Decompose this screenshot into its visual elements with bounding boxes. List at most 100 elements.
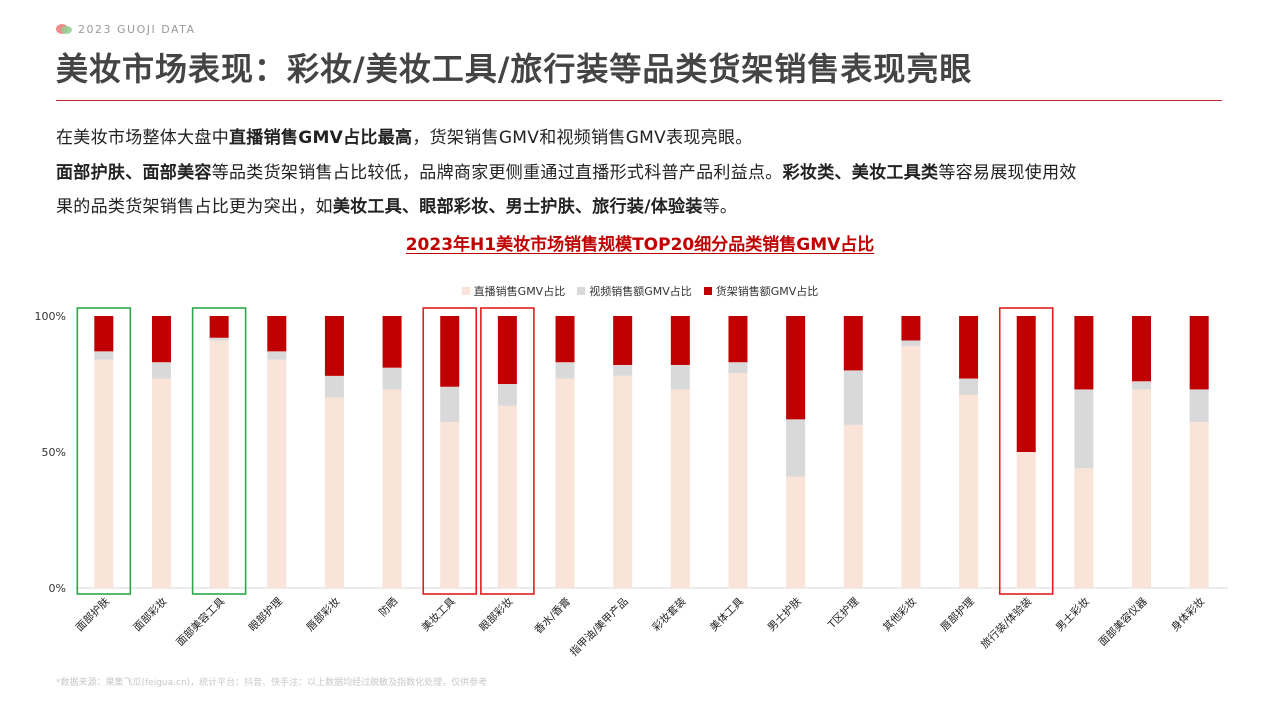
legend-item-video: 视频销售额GMV占比	[577, 283, 692, 299]
x-tick-label: 旅行装/体验装	[978, 595, 1035, 652]
x-tick-label: 男士彩妆	[1053, 595, 1092, 634]
p1-text-bold: 直播销售GMV占比最高	[229, 128, 413, 148]
bar-segment-live	[324, 397, 344, 588]
brand-logo-icon	[56, 23, 72, 35]
paragraph-3: 果的品类货架销售占比更为突出，如美妆工具、眼部彩妆、男士护肤、旅行装/体验装等。	[56, 192, 737, 217]
source-note: *数据来源：果集飞瓜(feigua.cn)，统计平台：抖音、快手注：以上数据均经…	[56, 678, 488, 688]
x-tick-label: 指甲油/美甲产品	[567, 595, 631, 659]
bar-segment-shelf	[901, 316, 921, 341]
brand-header: 2023 GUOJI DATA	[56, 20, 196, 38]
legend-swatch-live	[461, 287, 470, 295]
x-tick-label: 彩妆套装	[650, 595, 689, 634]
p2-text-b: 等品类货架销售占比较低，品牌商家更侧重通过直播形式科普产品利益点。	[211, 163, 783, 183]
bar-segment-video	[151, 362, 171, 379]
bar-segment-shelf	[843, 316, 863, 371]
y-tick-label: 100%	[35, 310, 66, 323]
bar-segment-live	[555, 378, 575, 588]
bar-segment-live	[497, 405, 517, 588]
bar-segment-video	[94, 351, 114, 360]
bar-segment-video	[209, 337, 229, 341]
p2-text-bold-c: 彩妆类、美妆工具类	[782, 163, 939, 183]
highlight-box	[998, 307, 1054, 595]
bar-segment-live	[1132, 389, 1152, 588]
legend-swatch-video	[577, 287, 586, 295]
p2-text-d: 等容易展现使用效	[938, 163, 1077, 183]
bar-segment-video	[843, 370, 863, 425]
bar-segment-live	[786, 476, 806, 588]
bar-segment-live	[843, 424, 863, 588]
x-tick-label: 面部彩妆	[131, 595, 170, 634]
bar-segment-video	[959, 378, 979, 395]
bar-segment-shelf	[613, 316, 633, 365]
p3-text-c: 等。	[702, 197, 738, 217]
bar-segment-shelf	[1074, 316, 1094, 390]
p3-text-a: 果的品类货架销售占比更为突出，如	[56, 197, 333, 217]
bar-segment-video	[786, 419, 806, 477]
x-tick-label: 美体工具	[707, 595, 746, 634]
bar-segment-live	[440, 422, 460, 588]
bar-segment-shelf	[1132, 316, 1152, 382]
bar-segment-live	[901, 345, 921, 588]
bar-segment-shelf	[382, 316, 402, 368]
page-title: 美妆市场表现：彩妆/美妆工具/旅行装等品类货架销售表现亮眼	[56, 50, 973, 88]
chart-title: 2023年H1美妆市场销售规模TOP20细分品类销售GMV占比	[0, 230, 1280, 255]
bar-segment-live	[1016, 452, 1036, 588]
x-tick-label: 防晒	[376, 595, 400, 619]
bar-segment-shelf	[959, 316, 979, 379]
bar-segment-live	[209, 340, 229, 588]
bar-segment-live	[959, 394, 979, 588]
bar-segment-shelf	[440, 316, 460, 387]
highlight-box	[76, 307, 132, 595]
highlight-box	[191, 307, 247, 595]
x-tick-label: 唇部彩妆	[304, 595, 343, 634]
x-tick-label: 美妆工具	[419, 595, 458, 634]
legend-swatch-shelf	[703, 287, 712, 295]
p1-text-a: 在美妆市场整体大盘中	[56, 128, 229, 148]
x-tick-label: 面部美容仪器	[1096, 595, 1150, 649]
bar-segment-shelf	[728, 316, 748, 363]
x-tick-label: 男士护肤	[765, 595, 804, 634]
x-tick-label: 身体彩妆	[1168, 595, 1207, 634]
x-tick-label: T区护理	[825, 595, 862, 632]
bar-segment-video	[382, 367, 402, 390]
legend-label-shelf: 货架销售额GMV占比	[715, 285, 819, 298]
bar-segment-video	[555, 362, 575, 379]
x-tick-label: 眼部彩妆	[477, 595, 516, 634]
stacked-bar-chart: 0% 50% 100% 面部护肤 面部彩妆 面部美容工具 眼部护理 唇部彩妆 防晒 美妆工具 眼部彩…	[35, 307, 1228, 659]
bar-segment-live	[613, 375, 633, 588]
bar-segment-live	[382, 389, 402, 588]
bar-segment-shelf	[1016, 316, 1036, 452]
bar-segment-video	[497, 384, 517, 406]
paragraph-2: 面部护肤、面部美容等品类货架销售占比较低，品牌商家更侧重通过直播形式科普产品利益…	[56, 158, 1077, 183]
legend-item-live: 直播销售GMV占比	[461, 283, 565, 299]
bar-segment-shelf	[786, 316, 806, 420]
bar-segment-live	[151, 378, 171, 588]
x-tick-label: 香水/香膏	[532, 595, 573, 636]
brand-text: 2023 GUOJI DATA	[78, 22, 196, 36]
bar-segment-video	[440, 386, 460, 423]
bar-segment-video	[1074, 389, 1094, 469]
bar-segment-shelf	[151, 316, 171, 363]
x-tick-label: 面部护肤	[73, 595, 112, 634]
legend-item-shelf: 货架销售额GMV占比	[703, 283, 819, 299]
p1-text-c: ，货架销售GMV和视频销售GMV表现亮眼。	[412, 128, 753, 148]
bar-segment-video	[670, 364, 690, 390]
title-divider	[56, 100, 1222, 101]
bar-segment-shelf	[324, 316, 344, 376]
chart-title-text: 2023年H1美妆市场销售规模TOP20细分品类销售GMV占比	[405, 235, 875, 255]
x-tick-label: 唇部护理	[938, 595, 977, 634]
bar-segment-live	[728, 373, 748, 588]
bar-segment-video	[728, 362, 748, 374]
bar-segment-video	[1132, 381, 1152, 390]
y-tick-label: 50%	[42, 446, 66, 459]
bar-segment-shelf	[267, 316, 287, 352]
chart-legend: 直播销售GMV占比 视频销售额GMV占比 货架销售额GMV占比	[0, 283, 1280, 299]
bar-segment-shelf	[94, 316, 114, 352]
bar-segment-live	[1189, 422, 1209, 588]
bar-segment-shelf	[209, 316, 229, 338]
x-tick-label: 其他彩妆	[880, 595, 919, 634]
bar-segment-video	[901, 340, 921, 346]
p2-text-bold-a: 面部护肤、面部美容	[56, 163, 212, 183]
bar-segment-shelf	[497, 316, 517, 384]
bar-segment-live	[267, 359, 287, 588]
